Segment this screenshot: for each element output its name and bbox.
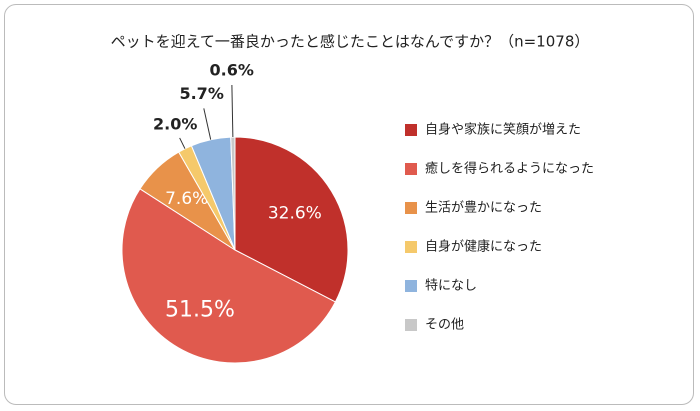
slice-label: 7.6% (165, 189, 208, 209)
pie-slice (234, 136, 349, 303)
slice-label: 0.6% (210, 61, 254, 80)
slice-label: 32.6% (268, 204, 322, 224)
legend-label: 生活が豊かになった (425, 201, 542, 216)
leader-line (231, 85, 234, 138)
slice-label: 5.7% (179, 84, 223, 103)
slice-label: 51.5% (165, 298, 235, 323)
leader-line (179, 137, 186, 149)
legend-label: 特になし (425, 279, 477, 294)
legend-swatch (405, 280, 417, 292)
chart-title: ペットを迎えて一番良かったと感じたことはなんですか？（n=1078） (111, 33, 590, 51)
leader-line (203, 108, 212, 140)
legend-swatch (405, 202, 417, 214)
legend-label: 自身や家族に笑顔が増えた (425, 122, 581, 138)
legend-swatch (405, 319, 417, 331)
legend-label: 自身が健康になった (425, 239, 542, 255)
legend-swatch (405, 124, 417, 136)
legend-swatch (405, 163, 417, 175)
legend-label: 癒しを得られるようになった (425, 161, 594, 177)
frame (4, 4, 694, 405)
pie-slice (121, 188, 337, 364)
slice-label: 2.0% (153, 114, 197, 133)
legend-label: その他 (425, 318, 464, 333)
legend-swatch (405, 241, 417, 253)
